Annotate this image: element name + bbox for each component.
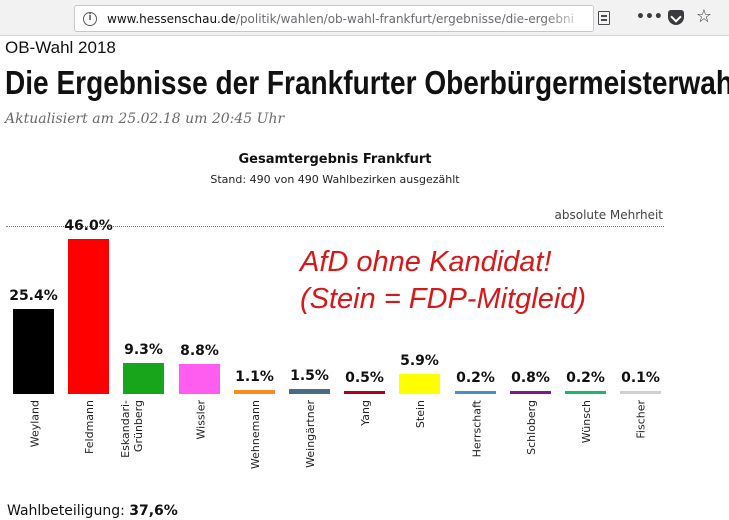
bar-value-weingaertner: 1.5% [290,368,329,384]
page-kicker: OB-Wahl 2018 [5,38,116,57]
category-label-eskandari-gruenberg: Eskandari- Grünberg [119,400,145,470]
category-label-schloberg: Schloberg [524,400,538,470]
bar-weingaertner [289,389,330,394]
category-text: Feldmann [83,400,96,454]
category-text: Wissler [194,400,207,440]
update-timestamp: Aktualisiert am 25.02.18 um 20:45 Uhr [5,111,285,127]
category-text: Wehnemann [249,400,262,470]
annotation-line-2: (Stein = FDP-Mitgleid) [300,283,587,315]
bar-value-herrschaft: 0.2% [456,370,495,386]
category-text: Yang [359,400,372,426]
page-title: Die Ergebnisse der Frankfurter Oberbürge… [5,64,729,101]
chart-subtitle: Stand: 490 von 490 Wahlbezirken ausgezäh… [210,173,460,186]
bar-value-yang: 0.5% [345,370,384,386]
turnout: Wahlbeteiligung: 37,6% [7,502,178,520]
bar-value-feldmann: 46.0% [64,218,113,234]
bar-eskandari-gruenberg [123,363,164,394]
more-actions-icon[interactable]: ••• [636,9,663,25]
url-domain: www.hessenschau.de [107,12,236,26]
browser-toolbar: i www.hessenschau.de/politik/wahlen/ob-w… [0,0,729,36]
bar-value-eskandari-gruenberg: 9.3% [124,342,163,358]
url-bar[interactable]: i www.hessenschau.de/politik/wahlen/ob-w… [74,5,594,32]
category-label-herrschaft: Herrschaft [469,400,483,470]
bar-fischer [620,391,661,394]
bar-weyland [13,309,54,394]
category-label-weyland: Weyland [27,400,41,470]
url-fade [543,6,593,31]
category-text: Schloberg [525,400,538,455]
bar-feldmann [68,239,109,394]
annotation-text: AfD ohne Kandidat! (Stein = FDP-Mitgleid… [300,244,586,318]
bar-value-weyland: 25.4% [9,288,58,304]
bar-herrschaft [455,391,496,394]
majority-label: absolute Mehrheit [554,208,664,222]
category-text: Stein [414,400,427,429]
pocket-icon[interactable] [668,10,684,25]
bar-value-fischer: 0.1% [621,370,660,386]
category-label-stein: Stein [413,400,427,470]
bar-stein [399,374,440,394]
category-text: Fischer [635,400,648,439]
category-label-wehnemann: Wehnemann [248,400,262,470]
category-label-fischer: Fischer [634,400,648,470]
url-path: /politik/wahlen/ob-wahl-frankfurt/ergebn… [235,12,574,26]
bar-value-wuensch: 0.2% [566,370,605,386]
category-text: Weingärtner [304,400,317,468]
category-text: Weyland [28,400,41,448]
info-icon[interactable]: i [83,12,97,26]
category-text: Eskandari- Grünberg [119,400,145,458]
bar-wehnemann [234,390,275,394]
majority-line [6,226,664,227]
bar-value-stein: 5.9% [400,353,439,369]
chart-title: Gesamtergebnis Frankfurt [238,152,432,167]
bar-value-schloberg: 0.8% [511,370,550,386]
reader-view-icon[interactable] [598,11,610,25]
bar-value-wehnemann: 1.1% [235,369,274,385]
category-label-yang: Yang [358,400,372,470]
category-text: Herrschaft [470,400,483,458]
category-label-wissler: Wissler [193,400,207,470]
bar-wuensch [565,391,606,394]
category-label-feldmann: Feldmann [82,400,96,470]
bar-value-wissler: 8.8% [180,343,219,359]
bookmark-star-icon[interactable]: ☆ [695,6,713,27]
url-text[interactable]: www.hessenschau.de/politik/wahlen/ob-wah… [107,11,574,27]
category-label-weingaertner: Weingärtner [303,400,317,470]
annotation-line-1: AfD ohne Kandidat! [300,246,552,278]
category-label-wuensch: Wünsch [579,400,593,470]
bar-yang [344,391,385,394]
turnout-value: 37,6% [129,503,178,519]
bar-wissler [179,364,220,394]
category-text: Wünsch [580,400,593,444]
bar-schloberg [510,391,551,394]
turnout-label: Wahlbeteiligung: [7,503,125,519]
